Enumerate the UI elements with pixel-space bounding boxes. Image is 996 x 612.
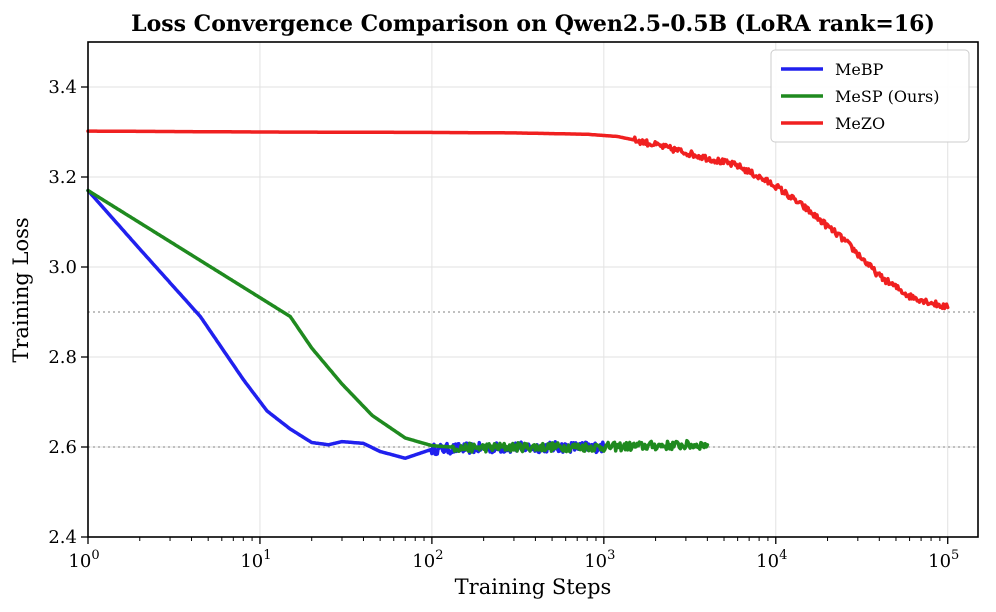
reference-lines [88,311,978,448]
x-tick-label: 105 [928,548,959,572]
y-tick-label: 2.8 [48,347,77,368]
x-tick-label: 102 [412,548,443,572]
legend-box [770,49,970,143]
x-tick-label: 103 [584,548,615,572]
legend-label: MeSP (Ours) [835,87,939,106]
series-line [86,188,606,460]
y-tick-label: 3.2 [48,167,77,188]
x-tick-label: 104 [756,548,787,572]
legend: MeBP MeSP (Ours) MeZO [770,49,970,143]
y-axis-ticks: 2.4 2.6 2.8 3.0 3.2 3.4 [48,77,88,548]
legend-label: MeBP [835,60,884,79]
series-line [86,188,710,454]
x-axis-label: Training Steps [455,575,612,599]
plot-frame [87,41,979,538]
legend-label: MeZO [835,114,885,133]
y-tick-label: 3.4 [48,77,77,98]
y-axis-label: Training Loss [9,217,33,362]
series-line [86,129,950,311]
y-tick-label: 3.0 [48,257,77,278]
chart-title: Loss Convergence Comparison on Qwen2.5-0… [131,11,935,37]
x-tick-label: 101 [240,548,271,572]
y-tick-label: 2.6 [48,437,77,458]
y-tick-label: 2.4 [48,527,77,548]
series-lines [86,129,950,460]
x-tick-label: 100 [68,548,99,572]
x-axis-ticks: 100 101 102 103 104 105 [68,537,959,572]
